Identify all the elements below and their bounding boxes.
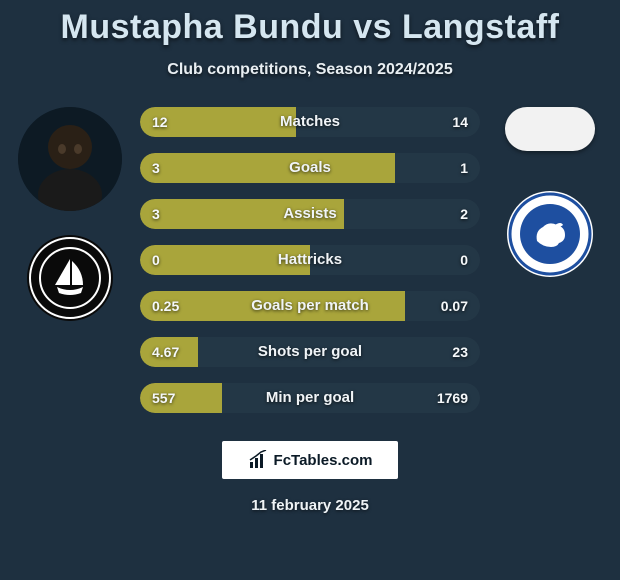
stat-row: Goals3 1 xyxy=(140,153,480,183)
stat-row: Assists3 2 xyxy=(140,199,480,229)
stat-row: Goals per match0.25 0.07 xyxy=(140,291,480,321)
stat-value-right: 1769 xyxy=(437,383,468,413)
stat-value-right: 23 xyxy=(452,337,468,367)
stat-label: Goals xyxy=(140,153,480,183)
stats-bars: Matches1214Goals31Assists32Hattricks00Go… xyxy=(140,107,480,413)
left-player-avatar xyxy=(18,107,122,211)
footer-date: 11 february 2025 xyxy=(0,497,620,514)
stat-value-left: 12 xyxy=(152,107,168,137)
page-title: Mustapha Bundu vs Langstaff xyxy=(0,0,620,47)
stat-label: Assists xyxy=(140,199,480,229)
stat-value-left: 0.25 xyxy=(152,291,179,321)
stat-row: Hattricks0 0 xyxy=(140,245,480,275)
stat-label: Hattricks xyxy=(140,245,480,275)
left-club-badge xyxy=(27,235,113,321)
stat-value-left: 4.67 xyxy=(152,337,179,367)
stat-label: Min per goal xyxy=(140,383,480,413)
right-player-column xyxy=(490,107,610,277)
stat-row: Matches12 14 xyxy=(140,107,480,137)
stat-value-right: 0 xyxy=(460,245,468,275)
stat-label: Shots per goal xyxy=(140,337,480,367)
stat-value-right: 14 xyxy=(452,107,468,137)
left-player-column xyxy=(10,107,130,321)
footer-brand-text: FcTables.com xyxy=(274,452,373,469)
stat-value-left: 0 xyxy=(152,245,160,275)
stat-row: Min per goal557 1769 xyxy=(140,383,480,413)
stat-label: Goals per match xyxy=(140,291,480,321)
stat-value-left: 3 xyxy=(152,153,160,183)
stat-label: Matches xyxy=(140,107,480,137)
stat-value-right: 1 xyxy=(460,153,468,183)
stat-value-right: 2 xyxy=(460,199,468,229)
page-subtitle: Club competitions, Season 2024/2025 xyxy=(0,61,620,79)
stat-value-left: 3 xyxy=(152,199,160,229)
right-club-badge xyxy=(507,191,593,277)
stat-value-right: 0.07 xyxy=(441,291,468,321)
stat-row: Shots per goal4.67 23 xyxy=(140,337,480,367)
chart-icon xyxy=(248,450,268,470)
right-player-flag xyxy=(505,107,595,151)
comparison-content: Matches1214Goals31Assists32Hattricks00Go… xyxy=(0,107,620,413)
fctables-logo: FcTables.com xyxy=(222,441,398,479)
stat-value-left: 557 xyxy=(152,383,175,413)
